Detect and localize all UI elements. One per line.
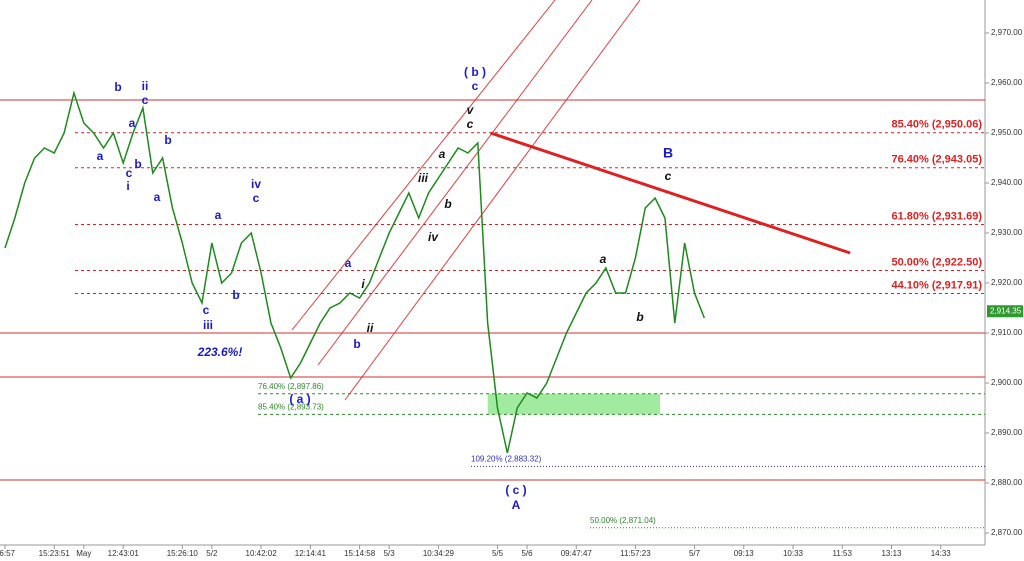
x-tick-label: 06:57 [0, 549, 16, 558]
wave-label: b [114, 80, 121, 94]
x-tick-label: 15:26:10 [167, 549, 199, 558]
wave-label: iii [418, 171, 429, 185]
x-tick-label: 10:33 [783, 549, 804, 558]
y-tick-label: 2,930.00 [991, 228, 1023, 237]
level-label: 76.40% (2,897.86) [258, 382, 324, 391]
x-tick-label: 5/3 [384, 549, 396, 558]
y-tick-label: 2,940.00 [991, 178, 1023, 187]
level-label: 85.40% (2,950.06) [891, 119, 982, 131]
x-tick-label: 11:53 [833, 549, 853, 558]
x-tick-label: 12:14:41 [295, 549, 327, 558]
level-label: 85.40% (2,893.73) [258, 402, 324, 411]
wave-label: i [361, 277, 365, 291]
wave-label: a [129, 116, 136, 130]
x-tick-label: 13:13 [881, 549, 902, 558]
wave-label: iii [203, 318, 213, 332]
wave-label: ii [142, 79, 149, 93]
y-tick-label: 2,970.00 [991, 28, 1023, 37]
last-price-box [987, 305, 1023, 318]
wave-label: ( a ) [289, 392, 310, 406]
x-tick-label: 14:33 [931, 549, 952, 558]
wave-label: a [97, 149, 104, 163]
wave-label: v [467, 103, 475, 117]
wave-label: a [600, 252, 607, 266]
wave-label: c [142, 93, 149, 107]
y-tick-label: 2,870.00 [991, 528, 1023, 537]
level-label: 50.00% (2,871.04) [590, 516, 656, 525]
wave-label: b [164, 133, 171, 147]
y-tick-label: 2,950.00 [991, 128, 1023, 137]
y-tick-label: 2,880.00 [991, 478, 1023, 487]
x-tick-label: 10:34:29 [423, 549, 455, 558]
x-tick-label: 5/5 [492, 549, 504, 558]
x-tick-label: 12:43:01 [108, 549, 140, 558]
level-label: 44.10% (2,917.91) [891, 279, 982, 291]
wave-label: b [232, 288, 239, 302]
wave-label: b [636, 310, 643, 324]
level-label: 61.80% (2,931.69) [891, 210, 982, 222]
y-tick-label: 2,900.00 [991, 378, 1023, 387]
wave-label: c [203, 303, 210, 317]
wave-label: c [472, 79, 479, 93]
x-tick-label: 11:57:23 [620, 549, 651, 558]
y-tick-label: 2,920.00 [991, 278, 1023, 287]
trendline [490, 131, 851, 255]
wave-label: A [512, 498, 521, 512]
wave-label: i [126, 179, 129, 193]
wave-label: a [215, 208, 222, 222]
y-tick-label: 2,960.00 [991, 78, 1023, 87]
x-tick-label: 5/2 [206, 549, 218, 558]
wave-label: c [126, 166, 133, 180]
wave-label: b [134, 157, 141, 171]
wave-label: a [154, 190, 161, 204]
wave-label: b [353, 337, 360, 351]
wave-label: iv [251, 177, 261, 191]
wave-label: ii [367, 321, 374, 335]
x-tick-label: 10:42:02 [246, 549, 278, 558]
wave-label: ( c ) [505, 483, 526, 497]
wave-label: ( b ) [464, 65, 486, 79]
level-label: 50.00% (2,922.50) [891, 256, 982, 268]
x-tick-label: 5/6 [521, 549, 533, 558]
wave-label: a [439, 147, 446, 161]
x-tick-label: 09:47:47 [561, 549, 593, 558]
wave-label: a [345, 256, 352, 270]
price-line [4, 90, 706, 454]
wave-label: b [444, 197, 451, 211]
y-tick-label: 2,910.00 [991, 328, 1023, 337]
x-tick-label: 15:23:51 [39, 549, 71, 558]
wave-label: c [665, 169, 672, 183]
x-tick-label: 09:13 [734, 549, 755, 558]
last-price-label: 2,914.35 [990, 306, 1022, 315]
wave-label: c [253, 191, 260, 205]
wave-label: B [663, 145, 673, 161]
level-label: 76.40% (2,943.05) [891, 154, 982, 166]
x-tick-label: 5/7 [689, 549, 701, 558]
y-tick-label: 2,890.00 [991, 428, 1023, 437]
wave-label: c [467, 117, 474, 131]
level-label: 109.20% (2,883.32) [471, 455, 542, 464]
wave-label: 223.6%! [197, 345, 243, 359]
x-tick-label: May [76, 549, 91, 558]
wave-label: iv [428, 230, 439, 244]
price-zone [487, 393, 661, 415]
x-tick-label: 15:14:58 [344, 549, 376, 558]
